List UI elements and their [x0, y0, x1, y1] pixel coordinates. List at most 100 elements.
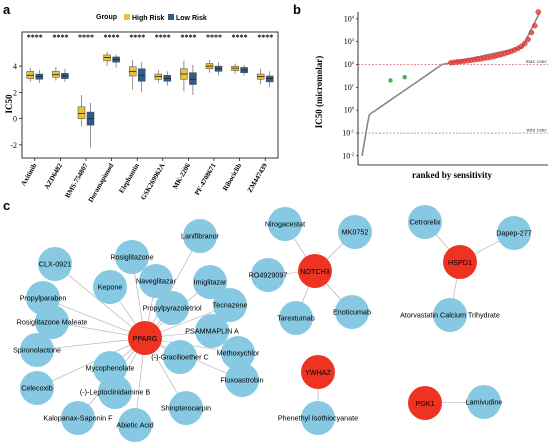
- tick-base: 10: [344, 14, 352, 23]
- panel-letter-b: b: [293, 2, 301, 17]
- y-tick-label: 0: [13, 115, 17, 124]
- tick-exponent: 3: [352, 37, 355, 42]
- resistant-point: [528, 29, 535, 36]
- drug-node: [408, 205, 442, 239]
- significance-label: ****: [180, 33, 196, 42]
- network-edge: [36, 337, 146, 389]
- legend-label-low-risk: Low Risk: [176, 15, 207, 22]
- tick-base: 10: [344, 106, 352, 115]
- gene-node: [298, 254, 332, 288]
- drug-node: [338, 215, 372, 249]
- drug-node: [155, 291, 189, 325]
- tick-base: 10: [344, 37, 352, 46]
- significance-label: ****: [129, 33, 145, 42]
- drug-node-label: Propylparaben: [20, 294, 67, 303]
- drug-node: [433, 298, 467, 332]
- x-tick-label: GSK269962A: [139, 162, 166, 201]
- sensitive-point: [388, 78, 393, 83]
- drug-node: [118, 408, 152, 442]
- y-tick-label: 101: [344, 83, 354, 92]
- network-edge: [144, 235, 201, 339]
- x-tick-label: Elephantin: [117, 162, 141, 195]
- ranked-ic50-curve: [361, 11, 541, 157]
- drug-node: [195, 314, 229, 348]
- drug-node: [139, 264, 173, 298]
- resistant-point: [525, 36, 531, 43]
- boxplot-frame: [21, 31, 279, 159]
- network-edge: [54, 263, 146, 339]
- drug-node-label: Fluxoastrobin: [220, 376, 263, 385]
- legend-title: Group: [96, 14, 117, 21]
- significance-label: ****: [78, 33, 94, 42]
- drug-node-label: Mycophenolate: [86, 364, 135, 373]
- tick-base: 10: [342, 151, 350, 160]
- tick-exponent: 4: [352, 14, 355, 19]
- sensitivity-x-axis-label: ranked by sensitivity: [412, 170, 493, 180]
- sensitivity-y-axis-label: IC50 (micromolar): [314, 56, 324, 129]
- legend-label-high-risk: High Risk: [132, 15, 164, 22]
- drug-node: [35, 305, 69, 339]
- y-tick-label: 103: [344, 37, 355, 46]
- gene-node: [443, 245, 477, 279]
- drug-node-label: PSAMMAPLIN A: [185, 327, 239, 336]
- legend-swatch-low-risk: [168, 14, 174, 20]
- sensitivity-panel: IC50 (micromolar) ranked by sensitivity …: [314, 9, 548, 180]
- y-tick-label: 10-2: [342, 151, 354, 160]
- drug-node-label: Naveglitazar: [136, 277, 177, 286]
- drug-node-label: MK0752: [342, 228, 369, 237]
- gene-node: [301, 355, 335, 389]
- drug-node-label: Imiglitazar: [194, 278, 227, 287]
- gene-node-label: NOTCH3: [300, 267, 330, 276]
- panel-letter-c: c: [3, 198, 10, 213]
- drug-node-label: Kepone: [98, 283, 123, 292]
- y-tick-label: 104: [344, 14, 355, 23]
- x-tick-label: PF-4708671: [193, 162, 218, 197]
- drug-node: [193, 265, 227, 299]
- drug-node: [98, 375, 132, 409]
- resistant-point: [532, 22, 538, 29]
- drug-node-label: RO4929097: [249, 271, 288, 280]
- network-nodes: CLX-0921 Rosiglitazone Lanifibranor Propylp…: [13, 205, 532, 442]
- resistant-point: [535, 9, 541, 15]
- network-panel: CLX-0921 Rosiglitazone Lanifibranor Propylp…: [13, 205, 532, 442]
- drug-node-label: Enoticumab: [333, 308, 371, 317]
- significance-label: ****: [257, 33, 273, 42]
- drug-node-label: (-)-Leptoclinidamine B: [80, 388, 151, 397]
- drug-node: [38, 247, 72, 281]
- reference-line-label: max conc: [526, 59, 548, 65]
- drug-node: [213, 288, 247, 322]
- tick-exponent: 0: [352, 106, 355, 111]
- drug-node-label: Rosiglitazone: [110, 253, 153, 262]
- drug-node-label: Tarextumab: [277, 314, 315, 323]
- drug-node-label: Tecnazene: [213, 301, 248, 310]
- drug-node: [279, 301, 313, 335]
- network-edge: [42, 297, 146, 339]
- tick-base: 10: [344, 60, 352, 69]
- gene-node-label: PPARG: [133, 334, 158, 343]
- drug-node-label: (-)-Gracilioether C: [151, 353, 209, 362]
- significance-label: ****: [232, 33, 248, 42]
- drug-node-label: Propylpyrazoletriol: [142, 304, 202, 313]
- x-tick-label: ZM447439: [246, 162, 269, 194]
- x-tick-label: BMS-754807: [64, 162, 90, 200]
- drug-node: [169, 391, 203, 425]
- drug-node: [61, 401, 95, 435]
- drug-node: [301, 401, 335, 435]
- x-tick-label: Ribociclib: [221, 162, 243, 192]
- significance-label: ****: [27, 33, 43, 42]
- drug-node: [221, 336, 255, 370]
- drug-node-label: Lamivudine: [466, 398, 503, 407]
- x-tick-label: Axitinib: [19, 162, 38, 187]
- drug-node-label: Atorvastatin Calcium Trihydrate: [400, 311, 500, 320]
- y-tick-label: 2: [13, 88, 17, 97]
- y-tick-label: 102: [344, 60, 354, 69]
- drug-node-label: Spironolactone: [13, 346, 61, 355]
- drug-node: [268, 207, 302, 241]
- gene-node-label: PGK1: [415, 399, 434, 408]
- y-tick-label: 10-1: [342, 129, 354, 138]
- drug-node-label: Methoxychlor: [217, 349, 260, 358]
- box-high-risk: [77, 106, 86, 119]
- boxplot-panel: IC50 Group High Risk Low Risk -2 0 2 4 Axiti…: [4, 14, 279, 204]
- gene-node: [128, 321, 162, 355]
